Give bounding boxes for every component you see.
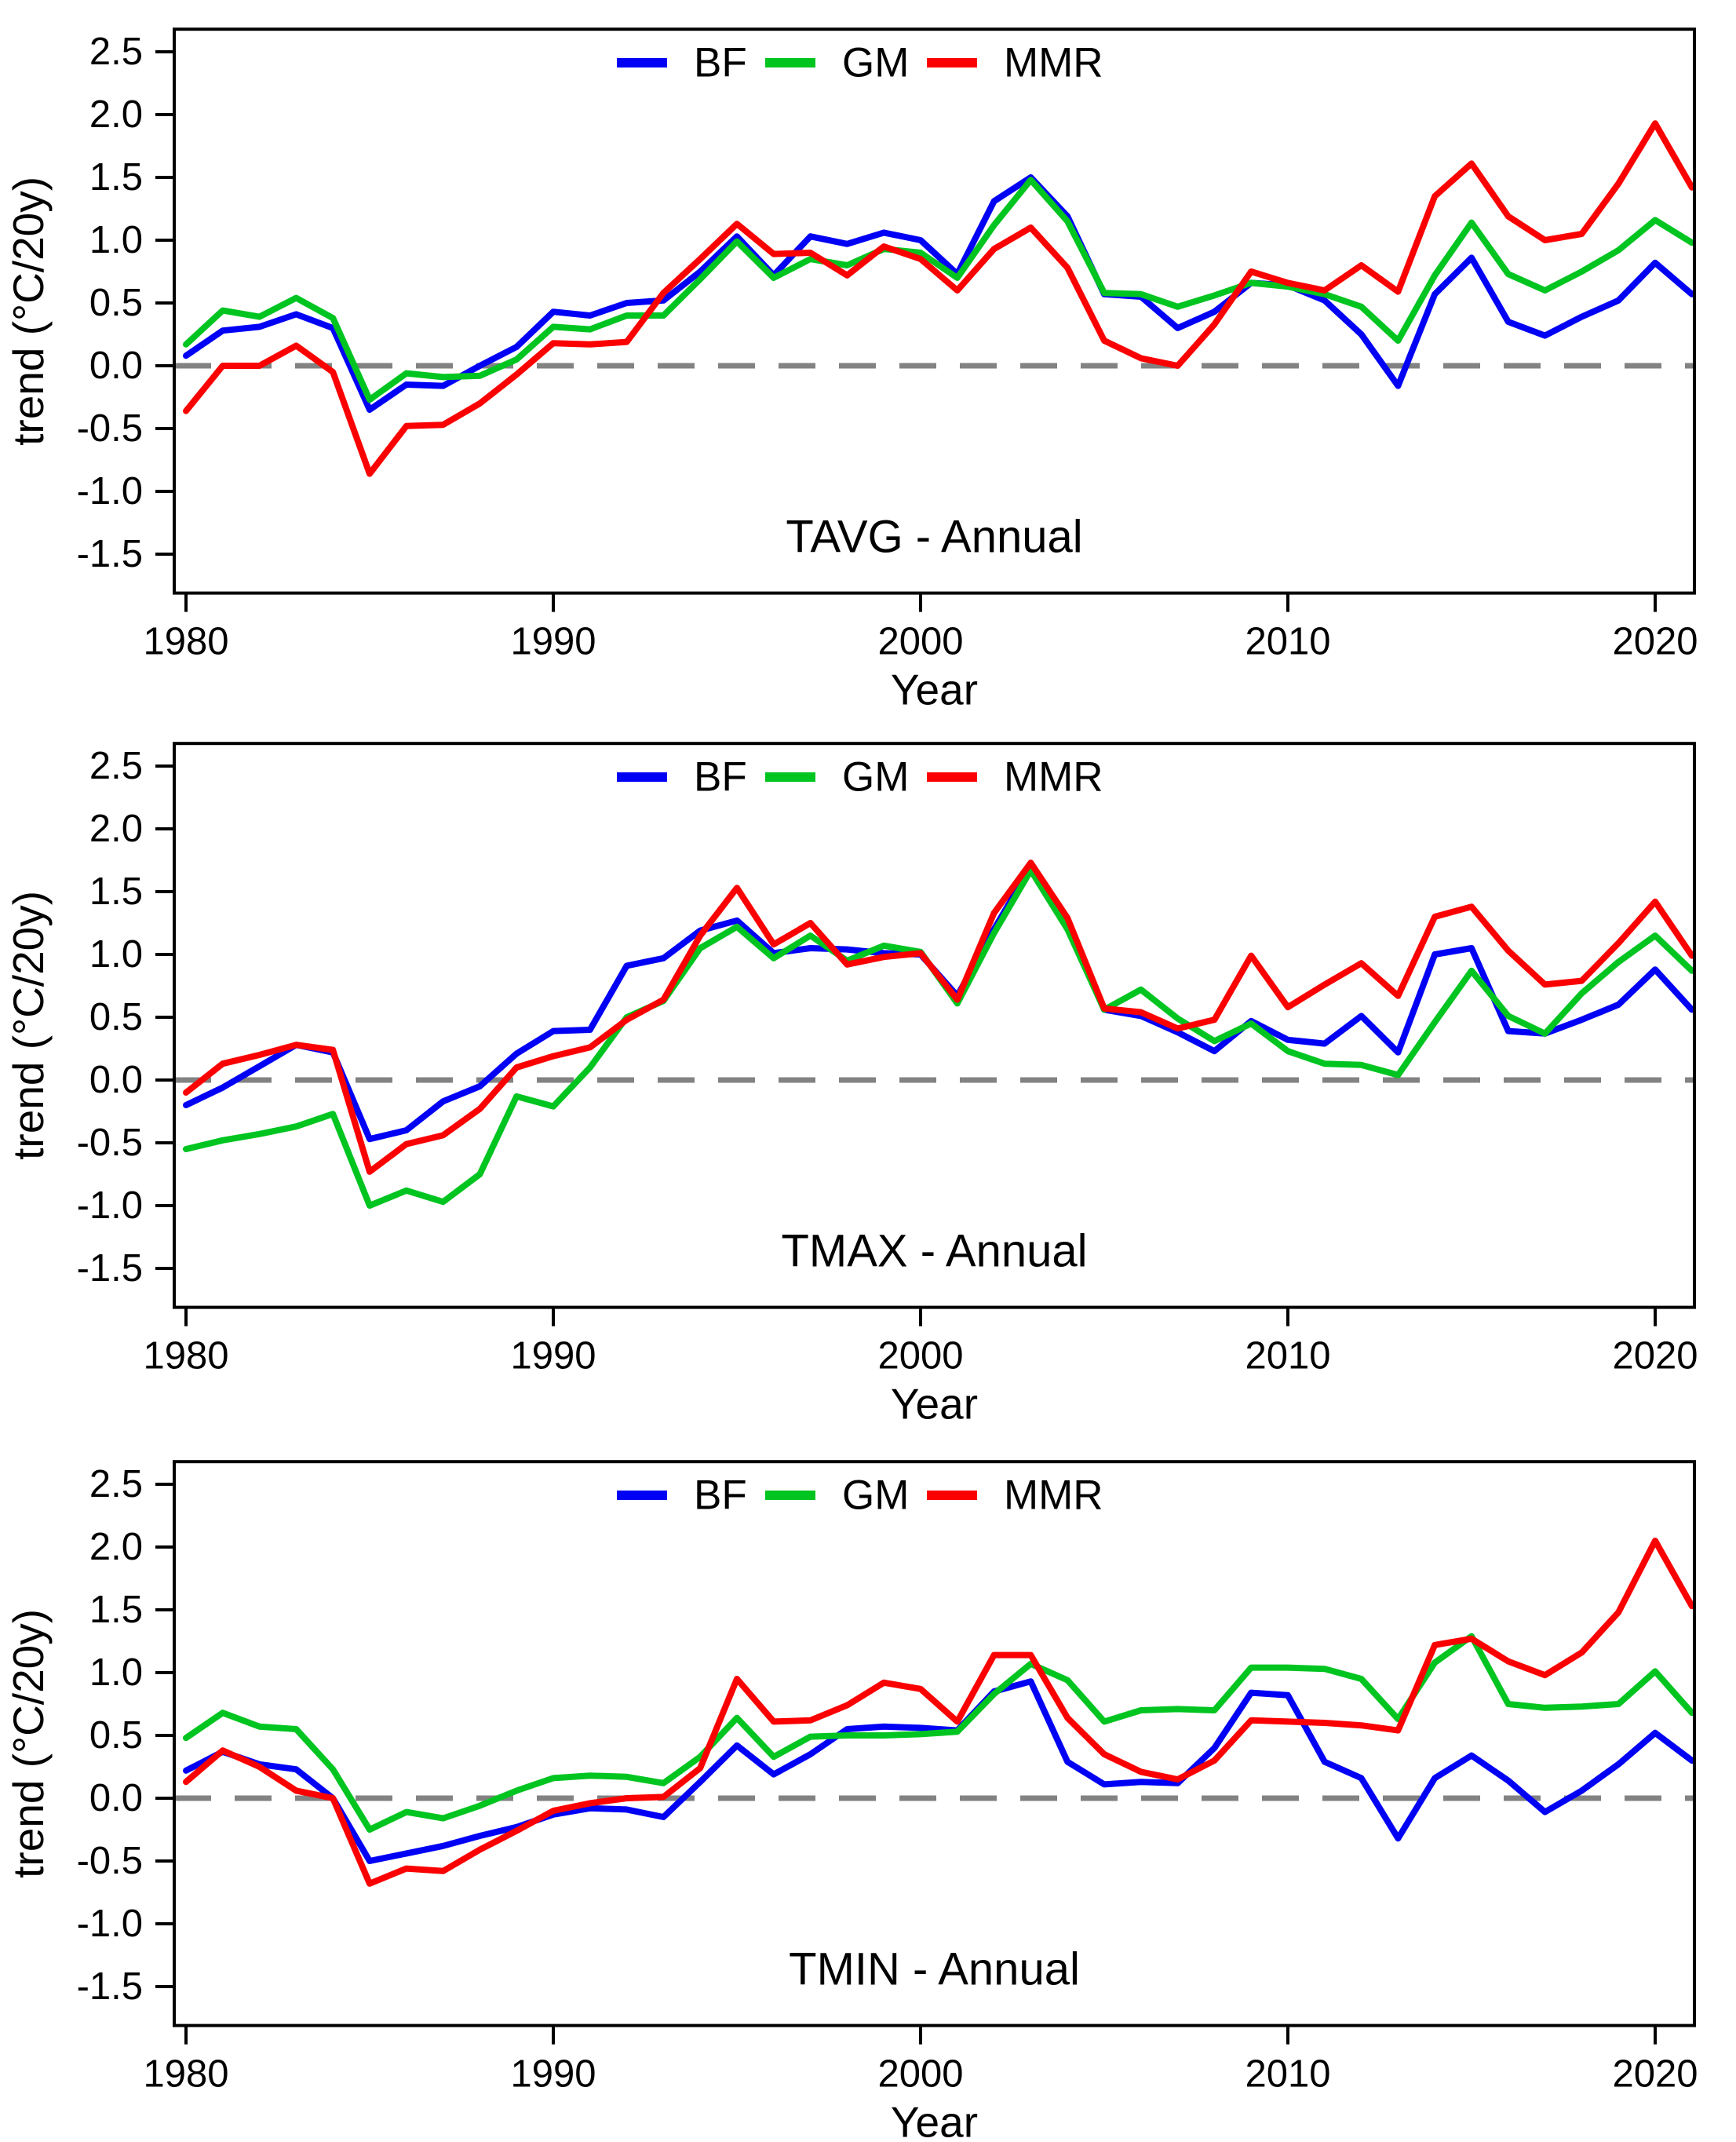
y-tick-label--1.5: -1.5	[77, 1965, 143, 2008]
y-tick-label--0.5: -0.5	[77, 407, 143, 450]
y-tick-label-1.0: 1.0	[89, 933, 143, 976]
x-tick-label-1990: 1990	[510, 1335, 596, 1378]
series-line-gm	[183, 1633, 1695, 1833]
y-tick-label-2.0: 2.0	[89, 808, 143, 850]
legend-label-gm: GM	[842, 40, 909, 86]
y-tick-label--1.5: -1.5	[77, 1247, 143, 1290]
chart-tavg-annual: 2.5 2.0 1.5 1.0 0.5 0.0 -0.5 -1.0 -1.5 1980 1990 20…	[0, 0, 1736, 714]
legend-label-gm: GM	[842, 1472, 909, 1519]
series-line-bf	[183, 1678, 1695, 1864]
y-tick-label-2.5: 2.5	[89, 1463, 143, 1505]
y-tick-label-2.0: 2.0	[89, 1526, 143, 1568]
plot-border	[173, 1460, 1696, 2027]
x-axis-label: Year	[891, 2098, 978, 2142]
y-axis-label: trend (°C/20y)	[4, 1609, 53, 1878]
y-tick-label-1.5: 1.5	[89, 156, 143, 199]
x-tick-label-1980: 1980	[143, 2053, 228, 2096]
y-tick-label--0.5: -0.5	[77, 1840, 143, 1882]
panel-background	[0, 714, 1736, 1432]
y-tick-label-0.0: 0.0	[89, 345, 143, 387]
y-tick-label-0.0: 0.0	[89, 1059, 143, 1101]
y-tick-label-2.5: 2.5	[89, 745, 143, 787]
x-tick-label-2000: 2000	[877, 1335, 963, 1378]
y-axis-label: trend (°C/20y)	[4, 891, 53, 1160]
x-tick-label-1980: 1980	[143, 621, 228, 663]
series-line-mmr	[183, 120, 1695, 477]
y-tick-label--1.5: -1.5	[77, 533, 143, 575]
x-tick-label-2010: 2010	[1245, 2053, 1330, 2096]
y-tick-label-0.5: 0.5	[89, 1714, 143, 1757]
panel-title: TMAX - Annual	[781, 1226, 1087, 1277]
y-tick-label-1.5: 1.5	[89, 870, 143, 913]
y-tick-label-0.5: 0.5	[89, 996, 143, 1038]
legend-label-bf: BF	[694, 754, 747, 801]
panel-title: TAVG - Annual	[786, 512, 1082, 563]
chart-tmax-annual: 2.5 2.0 1.5 1.0 0.5 0.0 -0.5 -1.0 -1.5 1980 1990 20…	[0, 714, 1736, 1432]
legend-label-mmr: MMR	[1004, 1472, 1103, 1519]
y-tick-label--1.0: -1.0	[77, 1903, 143, 1945]
x-tick-label-2020: 2020	[1612, 621, 1698, 663]
legend-label-mmr: MMR	[1004, 754, 1103, 801]
y-tick-label-0.5: 0.5	[89, 282, 143, 324]
y-tick-label-1.0: 1.0	[89, 219, 143, 261]
x-tick-label-2020: 2020	[1612, 1335, 1698, 1378]
x-tick-label-2000: 2000	[877, 621, 963, 663]
x-tick-label-1990: 1990	[510, 2053, 596, 2096]
y-tick-label-1.0: 1.0	[89, 1651, 143, 1694]
legend-label-bf: BF	[694, 1472, 747, 1519]
y-tick-label-0.0: 0.0	[89, 1777, 143, 1819]
x-axis-label: Year	[891, 666, 978, 714]
legend-label-mmr: MMR	[1004, 40, 1103, 86]
y-tick-label-2.0: 2.0	[89, 93, 143, 136]
panel-background	[0, 1432, 1736, 2142]
x-tick-label-1990: 1990	[510, 621, 596, 663]
x-tick-label-1980: 1980	[143, 1335, 228, 1378]
x-axis-label: Year	[891, 1380, 978, 1429]
y-tick-label-1.5: 1.5	[89, 1589, 143, 1631]
series-line-mmr	[183, 859, 1695, 1175]
legend-label-bf: BF	[694, 40, 747, 86]
y-axis-label: trend (°C/20y)	[4, 177, 53, 446]
panel-background	[0, 0, 1736, 714]
series-line-bf	[183, 174, 1695, 413]
x-tick-label-2010: 2010	[1245, 621, 1330, 663]
y-tick-label--0.5: -0.5	[77, 1122, 143, 1164]
panel-title: TMIN - Annual	[789, 1944, 1080, 1995]
series-line-gm	[183, 177, 1695, 403]
y-tick-label--1.0: -1.0	[77, 1184, 143, 1227]
y-tick-label--1.0: -1.0	[77, 470, 143, 513]
series-line-mmr	[183, 1538, 1695, 1887]
x-tick-label-2000: 2000	[877, 2053, 963, 2096]
x-tick-label-2020: 2020	[1612, 2053, 1698, 2096]
chart-tmin-annual: 2.5 2.0 1.5 1.0 0.5 0.0 -0.5 -1.0 -1.5 1980 1990 20…	[0, 1432, 1736, 2142]
plot-border	[173, 742, 1696, 1309]
x-tick-label-2010: 2010	[1245, 1335, 1330, 1378]
y-tick-label-2.5: 2.5	[89, 31, 143, 73]
legend-label-gm: GM	[842, 754, 909, 801]
plot-border	[173, 27, 1696, 595]
